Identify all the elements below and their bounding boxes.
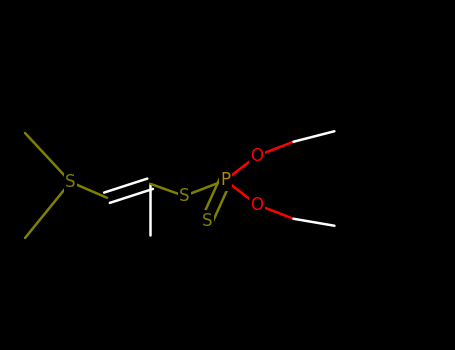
Text: P: P xyxy=(220,171,230,189)
Text: S: S xyxy=(65,173,76,191)
Text: O: O xyxy=(251,196,263,214)
Text: S: S xyxy=(179,187,190,205)
Text: O: O xyxy=(251,147,263,165)
Text: S: S xyxy=(202,211,212,230)
